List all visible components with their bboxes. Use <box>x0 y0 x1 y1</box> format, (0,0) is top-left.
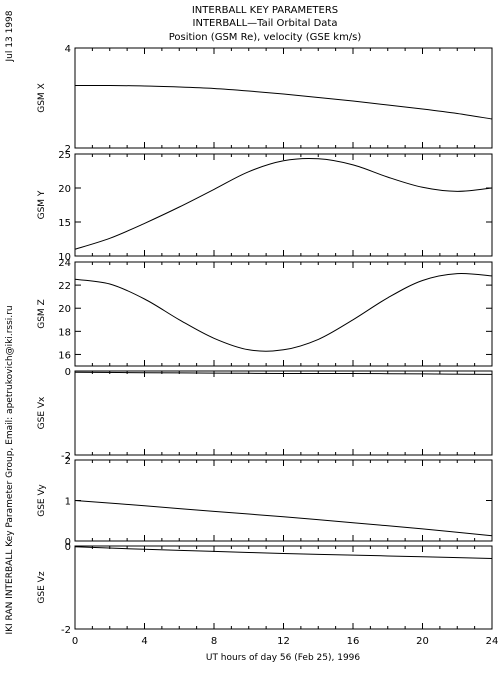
x-tick-label: 0 <box>72 636 78 647</box>
panel-4: -2 0 GSE Vx <box>37 367 493 462</box>
y-tick-label: 0 <box>65 367 71 378</box>
y-tick-label: 1 <box>65 497 71 508</box>
series-line <box>74 84 493 120</box>
y-tick-label: 2 <box>65 456 71 467</box>
y-tick-label: 24 <box>58 258 71 269</box>
y-tick-label: -2 <box>61 451 71 462</box>
y-tick-label: 20 <box>58 304 71 315</box>
series-line <box>74 546 493 559</box>
y-axis-label: GSM Z <box>37 299 47 328</box>
series-line <box>74 272 493 352</box>
y-axis-label: GSE Vz <box>37 571 47 603</box>
y-axis-label: GSM Y <box>37 190 47 219</box>
series-line <box>74 371 493 375</box>
y-tick-label: 10 <box>58 252 71 263</box>
x-tick-label: 8 <box>211 636 217 647</box>
y-tick-label: 20 <box>58 184 71 195</box>
y-tick-label: 18 <box>58 327 71 338</box>
series-line <box>74 158 493 250</box>
y-tick-label: 15 <box>58 218 71 229</box>
x-tick-label: 16 <box>347 636 360 647</box>
x-tick-label: 12 <box>277 636 290 647</box>
credit-label: IKI RAN INTERBALL Key Parameter Group, E… <box>5 305 15 634</box>
plot-frame <box>74 370 493 456</box>
y-tick-label: 22 <box>58 281 71 292</box>
plot-frame <box>74 459 493 542</box>
y-axis-label: GSE Vy <box>37 484 47 517</box>
y-tick-label: 16 <box>58 350 71 361</box>
series-line <box>74 500 493 537</box>
panel-5: 0 1 2 GSE Vy <box>37 456 493 548</box>
y-axis-label: GSE Vx <box>37 396 47 429</box>
panel-3: 16 18 20 22 24 GSM Z <box>37 258 493 367</box>
y-axis-label: GSM X <box>37 83 47 112</box>
y-tick-label: 25 <box>58 150 71 161</box>
y-tick-label: 4 <box>65 44 71 55</box>
x-axis-label: UT hours of day 56 (Feb 25), 1996 <box>206 653 361 663</box>
title-line-3: Position (GSM Re), velocity (GSE km/s) <box>169 32 362 43</box>
title-line-1: INTERBALL KEY PARAMETERS <box>192 5 338 16</box>
panel-2: 10 15 20 25 GSM Y <box>37 150 493 263</box>
title-line-2: INTERBALL—Tail Orbital Data <box>193 18 338 29</box>
y-tick-label: -2 <box>61 625 71 636</box>
y-tick-label: 0 <box>65 537 71 548</box>
plot-frame <box>74 47 493 149</box>
y-tick-label: 0 <box>65 542 71 553</box>
panel-1: 2 4 GSM X <box>37 44 493 155</box>
x-tick-label: 24 <box>486 636 499 647</box>
chart-title: INTERBALL KEY PARAMETERS INTERBALL—Tail … <box>169 5 362 43</box>
plot-frame <box>74 545 493 630</box>
x-tick-label: 4 <box>141 636 147 647</box>
plot-frame <box>74 153 493 257</box>
plot-frame <box>74 261 493 367</box>
date-label: Jul 13 1998 <box>5 10 15 62</box>
x-tick-label: 20 <box>416 636 429 647</box>
y-tick-label: 2 <box>65 144 71 155</box>
